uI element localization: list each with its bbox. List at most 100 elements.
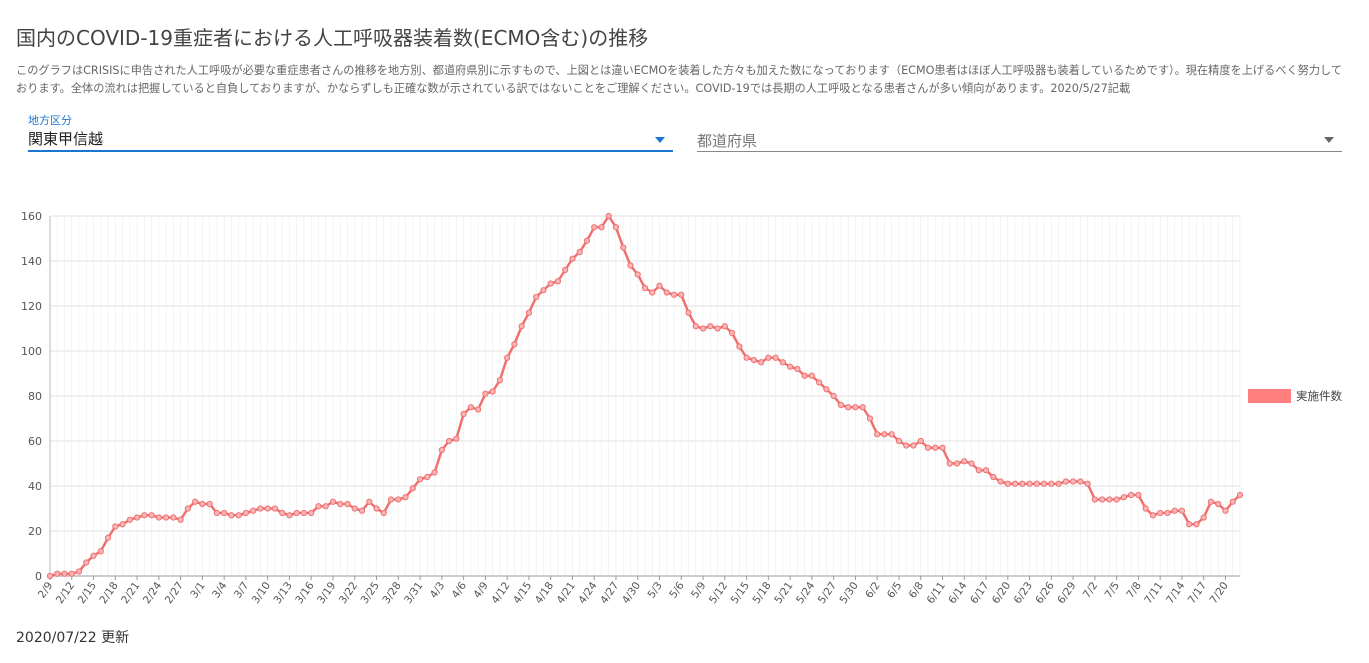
data-point <box>525 309 533 316</box>
data-point <box>932 444 939 451</box>
data-point <box>627 262 634 269</box>
data-point <box>235 512 242 519</box>
chevron-down-icon[interactable] <box>1324 137 1334 143</box>
x-tick-label: 3/19 <box>315 580 338 606</box>
x-tick-label: 4/12 <box>489 580 512 606</box>
x-tick-label: 6/11 <box>925 580 948 606</box>
data-point <box>1178 507 1186 514</box>
data-point <box>562 266 569 274</box>
chevron-down-icon[interactable] <box>655 137 665 143</box>
x-tick-label: 5/3 <box>645 580 665 601</box>
data-point <box>83 559 90 566</box>
y-tick-label: 140 <box>21 255 42 268</box>
x-tick-label: 4/6 <box>450 580 470 601</box>
data-point <box>511 341 518 348</box>
data-point <box>141 512 148 519</box>
x-tick-label: 5/27 <box>816 580 839 606</box>
data-point <box>874 431 881 438</box>
region-select-label: 地方区分 <box>28 114 72 127</box>
prefecture-select[interactable]: 都道府県 <box>697 110 1342 152</box>
x-tick-label: 4/27 <box>598 580 621 606</box>
data-point <box>61 570 68 577</box>
data-point <box>1113 496 1120 503</box>
data-point <box>1019 480 1026 487</box>
region-select[interactable]: 地方区分 関東甲信越 <box>28 110 673 152</box>
data-point <box>787 363 794 370</box>
chart-series <box>46 212 1244 580</box>
data-point <box>1222 507 1229 514</box>
data-point <box>329 498 337 505</box>
data-point <box>162 514 170 521</box>
data-point <box>641 284 649 292</box>
data-point <box>380 509 387 517</box>
data-point <box>460 410 467 418</box>
data-point <box>750 356 757 364</box>
data-point <box>126 516 133 523</box>
data-point <box>475 406 482 413</box>
y-axis-ticks: 0 20 40 60 80 100 120 140 160 <box>21 210 42 583</box>
x-tick-label: 6/20 <box>990 580 1013 606</box>
data-point <box>489 388 496 395</box>
data-point <box>1207 498 1215 505</box>
x-tick-label: 4/3 <box>428 580 448 601</box>
data-point <box>910 442 917 449</box>
legend-swatch <box>1248 389 1291 403</box>
x-tick-label: 4/21 <box>555 580 578 606</box>
data-point <box>823 386 830 393</box>
x-tick-label: 4/9 <box>471 580 491 601</box>
data-point <box>1099 496 1106 503</box>
data-point <box>699 325 707 332</box>
x-tick-label: 7/17 <box>1186 580 1209 606</box>
data-point <box>591 224 598 231</box>
x-tick-label: 7/8 <box>1124 580 1144 601</box>
data-point <box>670 291 678 298</box>
data-point <box>1055 480 1062 487</box>
x-tick-label: 5/12 <box>707 580 730 606</box>
data-point <box>728 329 736 337</box>
data-point <box>409 485 416 492</box>
data-point <box>765 354 772 361</box>
data-point <box>1215 500 1222 508</box>
data-point <box>453 435 460 442</box>
data-point <box>620 244 627 251</box>
data-point <box>192 498 199 505</box>
data-point <box>837 401 845 409</box>
data-point <box>845 404 852 411</box>
data-point <box>924 444 932 451</box>
x-tick-label: 6/23 <box>1012 580 1035 606</box>
prefecture-select-placeholder: 都道府県 <box>697 132 758 150</box>
updated-timestamp: 2020/07/22 更新 <box>16 630 130 646</box>
data-point <box>554 278 562 285</box>
x-tick-label: 5/24 <box>794 580 818 606</box>
data-point <box>300 509 308 517</box>
y-tick-label: 120 <box>21 300 42 313</box>
x-tick-label: 4/18 <box>533 580 556 606</box>
data-point <box>133 514 141 521</box>
x-tick-label: 6/29 <box>1055 580 1078 606</box>
chart-grid <box>49 215 1241 577</box>
data-point <box>467 404 474 411</box>
x-tick-label: 5/15 <box>729 580 752 606</box>
data-point <box>358 507 366 514</box>
data-point <box>939 444 946 451</box>
x-tick-label: 3/25 <box>359 580 382 606</box>
data-point <box>387 496 395 503</box>
x-tick-label: 6/2 <box>863 580 883 601</box>
x-tick-label: 6/5 <box>885 580 905 601</box>
data-point <box>576 248 583 256</box>
data-point <box>1077 478 1084 485</box>
data-point <box>968 460 975 467</box>
data-point <box>1026 480 1033 487</box>
data-point <box>794 365 801 373</box>
data-point <box>184 505 191 512</box>
data-point <box>547 280 554 287</box>
data-point <box>975 467 982 474</box>
data-point <box>1142 505 1149 512</box>
data-point <box>714 325 721 332</box>
data-point <box>1164 509 1171 517</box>
data-point <box>801 372 808 379</box>
x-tick-label: 2/27 <box>163 580 186 606</box>
data-point <box>438 446 445 454</box>
data-point <box>155 514 162 521</box>
